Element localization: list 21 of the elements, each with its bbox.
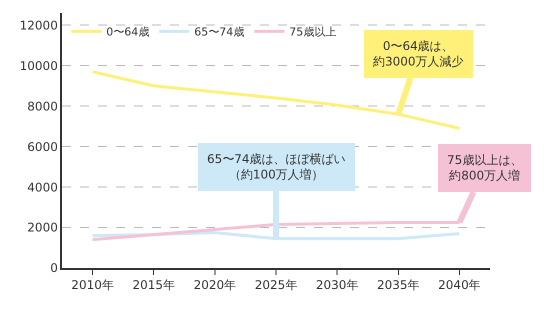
x-tick-label: 2025年 xyxy=(254,278,298,292)
annotation: 0〜64歳は、約3000万人減少 xyxy=(373,39,464,69)
y-tick-label: 0 xyxy=(50,261,58,276)
y-tick-label: 10000 xyxy=(20,58,58,73)
x-tick-label: 2010年 xyxy=(71,278,114,292)
y-tick-label: 8000 xyxy=(27,99,58,114)
x-tick-label: 2015年 xyxy=(132,278,175,292)
legend-label: 75歳以上 xyxy=(289,26,336,39)
annotation: 75歳以上は、約800万人増 xyxy=(447,153,522,183)
y-tick-label: 12000 xyxy=(20,18,58,32)
x-tick-label: 2035年 xyxy=(377,278,420,292)
y-tick-label: 6000 xyxy=(27,140,58,154)
legend-label: 0〜64歳 xyxy=(106,26,150,39)
x-tick-label: 2040年 xyxy=(438,278,481,292)
x-tick-label: 2030年 xyxy=(316,278,358,292)
y-tick-label: 2000 xyxy=(27,220,58,235)
legend-label: 65〜74歳 xyxy=(194,26,244,39)
line-series xyxy=(91,70,461,130)
y-tick-label: 4000 xyxy=(27,180,58,194)
annotation: 65〜74歳は、ほぼ横ばい（約100万人増） xyxy=(207,152,346,182)
x-tick-label: 2020年 xyxy=(194,278,236,292)
